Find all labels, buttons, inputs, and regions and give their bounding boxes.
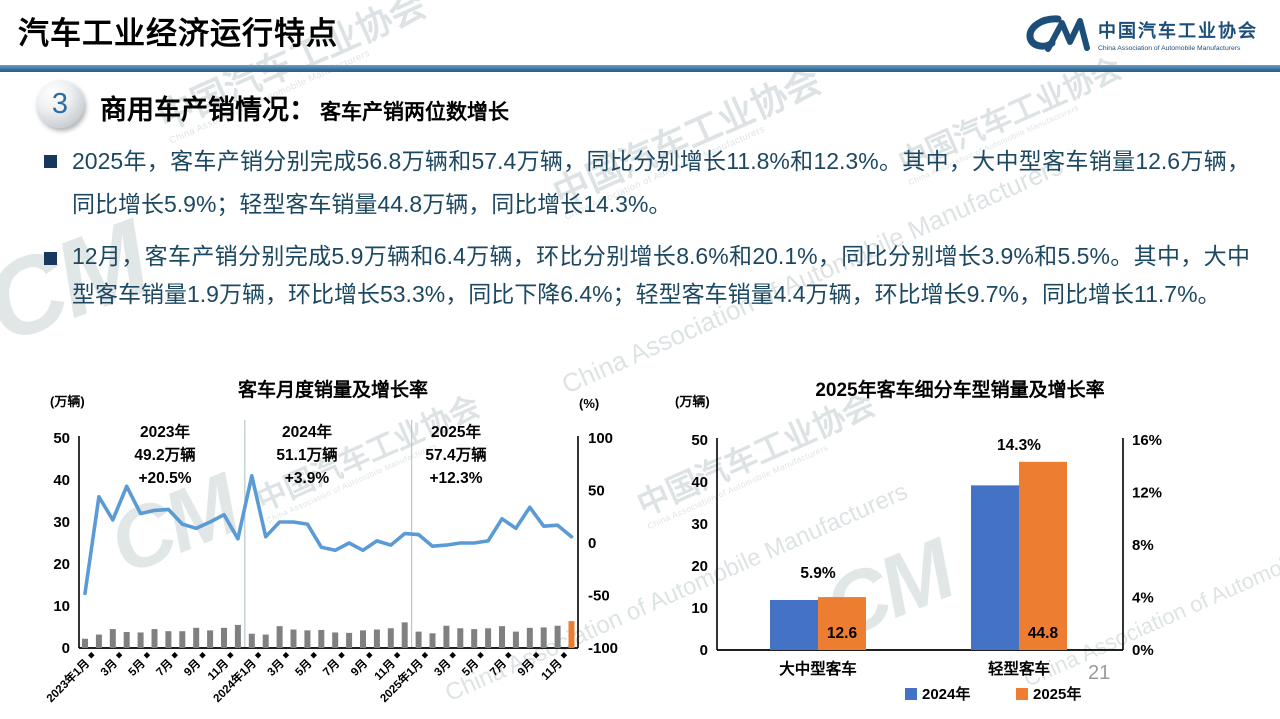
bullet-square-icon	[44, 252, 57, 265]
svg-text:-50: -50	[588, 588, 610, 605]
svg-text:9月: 9月	[348, 657, 370, 679]
svg-text:5.9%: 5.9%	[800, 565, 836, 582]
bullet-monthly: 12月，客车产销分别完成5.9万辆和6.4万辆，环比分别增长8.6%和20.1%…	[44, 237, 1250, 313]
svg-text:2025年: 2025年	[431, 422, 481, 441]
svg-text:3月: 3月	[265, 657, 287, 679]
svg-text:轻型客车: 轻型客车	[988, 659, 1050, 678]
svg-text:0: 0	[588, 535, 596, 552]
caam-logo: 中国汽车工业协会 China Association of Automobile…	[1024, 12, 1258, 56]
svg-text:20: 20	[691, 558, 708, 575]
svg-text:10: 10	[53, 598, 70, 615]
svg-text:50: 50	[53, 430, 70, 447]
svg-text:+12.3%: +12.3%	[429, 470, 482, 487]
grouped-bars: 12.6 5.9% 大中型客车 44.8 14.3% 轻型客车	[770, 437, 1067, 678]
svg-text:50: 50	[588, 483, 605, 500]
bullet-annual-text: 2025年，客车产销分别完成56.8万辆和57.4万辆，同比分别增长11.8%和…	[72, 148, 1250, 217]
svg-text:11月: 11月	[205, 657, 231, 683]
logo-name-cn: 中国汽车工业协会	[1098, 20, 1258, 41]
bullet-monthly-text: 12月，客车产销分别完成5.9万辆和6.4万辆，环比分别增长8.6%和20.1%…	[72, 243, 1250, 307]
svg-text:14.3%: 14.3%	[997, 437, 1041, 454]
svg-text:3月: 3月	[98, 657, 120, 679]
monthly-chart-svg: 客车月度销量及增长率 (万辆) (%) 0 10 20 30 40 50 -100 -50 0 50 10…	[43, 378, 618, 705]
svg-text:大中型客车: 大中型客车	[779, 659, 857, 678]
axes: 0 10 20 30 40 50 0% 4% 8% 12% 16%	[691, 432, 1162, 659]
svg-text:100: 100	[588, 430, 613, 447]
svg-text:10: 10	[691, 600, 708, 617]
header-divider	[0, 65, 1280, 72]
svg-text:9月: 9月	[181, 657, 203, 679]
year-annotations: 2023年 49.2万辆 +20.5% 2024年 51.1万辆 +3.9% 2025年 57…	[134, 422, 487, 487]
svg-text:12%: 12%	[1132, 485, 1162, 502]
svg-text:3月: 3月	[432, 657, 454, 679]
bullet-square-icon	[44, 155, 57, 168]
section-title: 商用车产销情况：	[100, 95, 316, 125]
svg-text:30: 30	[691, 516, 708, 533]
logo-name-en: China Association of Automobile Manufact…	[1098, 44, 1241, 52]
svg-text:51.1万辆: 51.1万辆	[276, 445, 338, 464]
sales-bars	[82, 621, 575, 648]
svg-text:20: 20	[53, 556, 70, 573]
legend: 2024年 2025年	[905, 685, 1081, 703]
svg-text:4%: 4%	[1132, 590, 1154, 607]
svg-text:-100: -100	[588, 640, 618, 657]
svg-text:9月: 9月	[515, 657, 537, 679]
svg-text:5月: 5月	[459, 657, 481, 679]
svg-text:8%: 8%	[1132, 537, 1154, 554]
svg-text:16%: 16%	[1132, 432, 1162, 449]
svg-text:2025年客车细分车型销量及增长率: 2025年客车细分车型销量及增长率	[815, 378, 1104, 401]
section-number-badge: 3	[36, 80, 84, 128]
svg-text:5月: 5月	[126, 657, 148, 679]
svg-text:5月: 5月	[293, 657, 315, 679]
svg-text:30: 30	[53, 514, 70, 531]
svg-text:+20.5%: +20.5%	[138, 470, 191, 487]
svg-text:40: 40	[691, 474, 708, 491]
svg-text:客车月度销量及增长率: 客车月度销量及增长率	[238, 378, 428, 401]
segment-sales-growth-chart: 2025年客车细分车型销量及增长率 (万辆) 0 10 20 30 40 50 0% 4% 8% 12…	[655, 370, 1225, 719]
bullet-annual: 2025年，客车产销分别完成56.8万辆和57.4万辆，同比分别增长11.8%和…	[44, 140, 1250, 226]
page-title: 汽车工业经济运行特点	[18, 16, 338, 51]
svg-text:2024年: 2024年	[922, 685, 970, 703]
svg-text:44.8: 44.8	[1028, 625, 1059, 642]
svg-text:50: 50	[691, 432, 708, 449]
growth-line	[83, 474, 574, 596]
svg-text:2023年1月: 2023年1月	[43, 656, 92, 705]
svg-text:2023年: 2023年	[140, 422, 190, 441]
section-heading: 商用车产销情况： 客车产销两位数增长	[100, 88, 509, 127]
svg-text:2025年: 2025年	[1033, 685, 1081, 703]
svg-text:2024年: 2024年	[282, 422, 332, 441]
caam-logo-mark	[1026, 15, 1090, 52]
svg-text:0%: 0%	[1132, 642, 1154, 659]
svg-text:7月: 7月	[320, 657, 342, 679]
segment-chart-svg: 2025年客车细分车型销量及增长率 (万辆) 0 10 20 30 40 50 0% 4% 8% 12…	[675, 378, 1162, 703]
svg-text:(%): (%)	[579, 396, 599, 411]
svg-text:0: 0	[62, 640, 70, 657]
svg-text:0: 0	[700, 642, 708, 659]
svg-text:7月: 7月	[487, 657, 509, 679]
svg-text:7月: 7月	[154, 657, 176, 679]
svg-text:(万辆): (万辆)	[50, 394, 85, 409]
monthly-sales-growth-chart: 客车月度销量及增长率 (万辆) (%) 0 10 20 30 40 50 -100 -50 0 50 10…	[30, 370, 630, 719]
svg-text:12.6: 12.6	[827, 625, 858, 642]
svg-text:40: 40	[53, 472, 70, 489]
svg-text:11月: 11月	[539, 657, 565, 683]
svg-text:57.4万辆: 57.4万辆	[425, 445, 487, 464]
svg-text:11月: 11月	[372, 657, 398, 683]
svg-text:+3.9%: +3.9%	[285, 470, 330, 487]
axes: 0 10 20 30 40 50 -100 -50 0 50 100	[53, 430, 618, 657]
svg-text:(万辆): (万辆)	[675, 394, 710, 409]
section-subtitle: 客车产销两位数增长	[320, 101, 509, 124]
page-number: 21	[1088, 662, 1111, 684]
svg-text:49.2万辆: 49.2万辆	[134, 445, 196, 464]
